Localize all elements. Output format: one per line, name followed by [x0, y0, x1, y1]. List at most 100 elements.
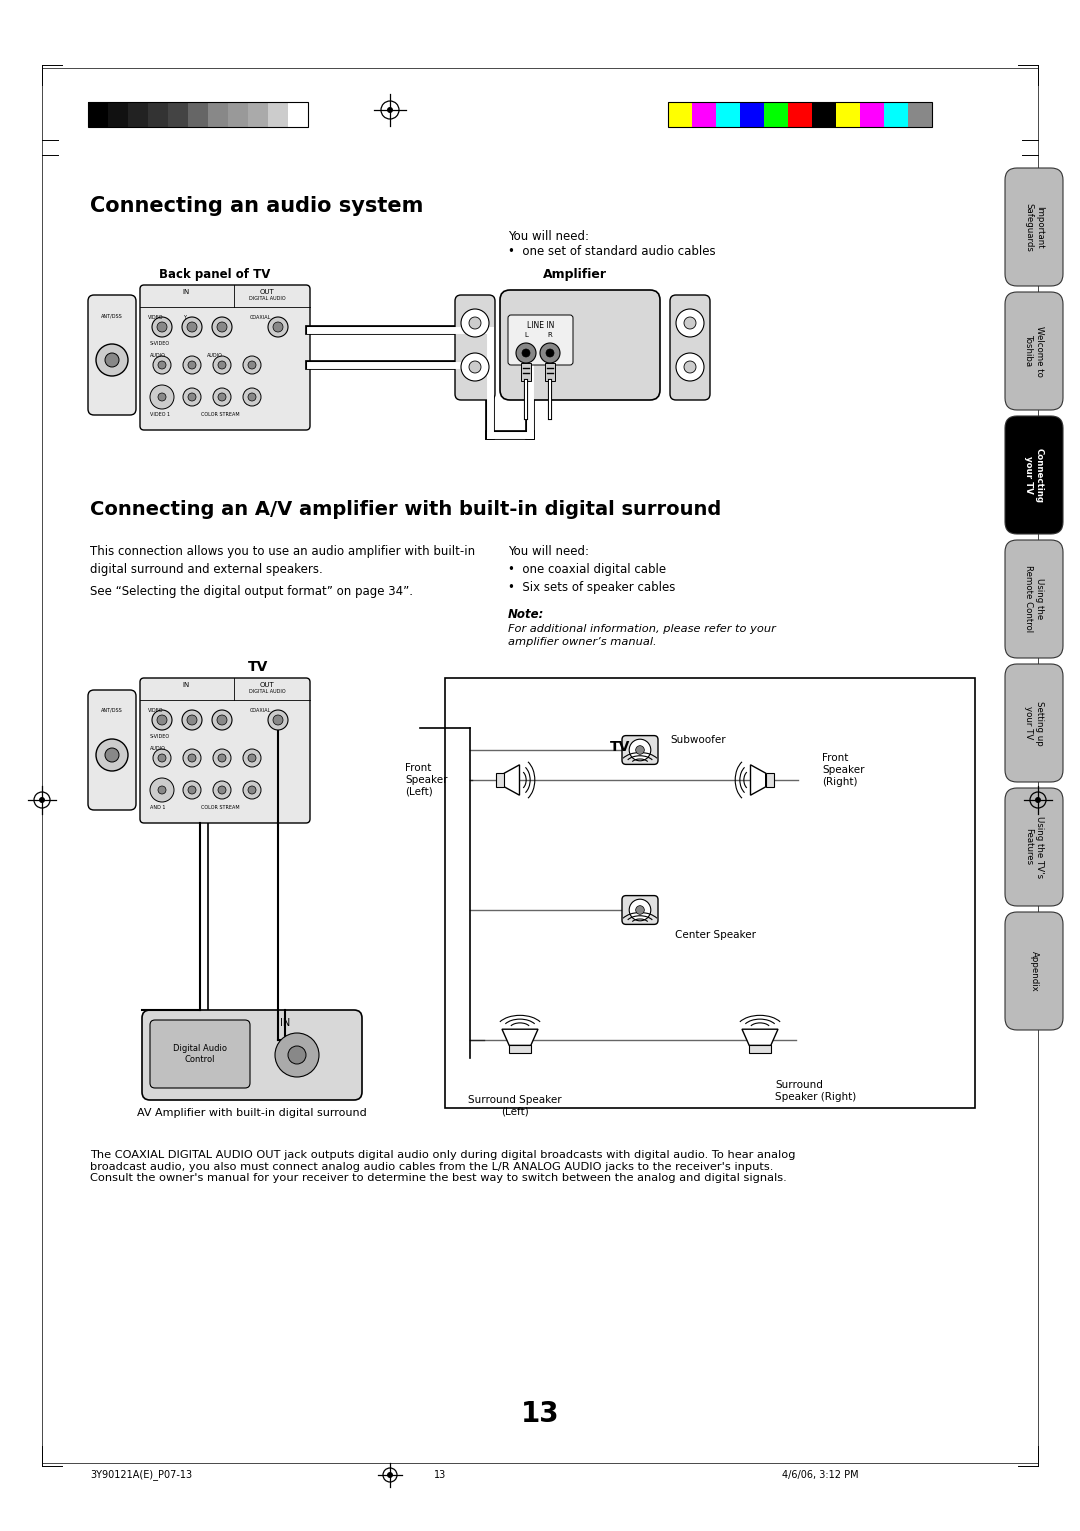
Circle shape	[469, 361, 481, 374]
Circle shape	[676, 309, 704, 337]
Text: ANT/DSS: ANT/DSS	[102, 312, 123, 318]
Circle shape	[183, 749, 201, 767]
Bar	[509, 1046, 530, 1053]
Text: Appendix: Appendix	[1029, 951, 1039, 992]
Text: IN: IN	[183, 289, 189, 295]
Circle shape	[248, 361, 256, 369]
FancyBboxPatch shape	[622, 896, 658, 925]
Bar	[168, 103, 188, 127]
Text: IN: IN	[280, 1018, 291, 1027]
Text: Surround
Speaker (Right): Surround Speaker (Right)	[775, 1079, 856, 1102]
Circle shape	[158, 753, 166, 762]
Circle shape	[153, 387, 171, 406]
Bar	[692, 103, 716, 127]
Text: R: R	[548, 332, 552, 338]
Text: TV: TV	[610, 739, 631, 753]
FancyBboxPatch shape	[455, 295, 495, 400]
Bar	[87, 103, 308, 127]
Text: Connecting an audio system: Connecting an audio system	[90, 196, 423, 216]
Bar	[445, 678, 975, 1108]
Text: VIDEO: VIDEO	[148, 707, 163, 713]
Circle shape	[522, 349, 530, 357]
Circle shape	[273, 322, 283, 332]
Circle shape	[275, 1033, 319, 1076]
Circle shape	[546, 349, 554, 357]
Circle shape	[684, 317, 696, 329]
Circle shape	[676, 354, 704, 381]
FancyBboxPatch shape	[1005, 540, 1063, 658]
Circle shape	[96, 344, 129, 377]
Circle shape	[158, 361, 166, 369]
Polygon shape	[502, 1029, 538, 1046]
Text: DIGITAL AUDIO: DIGITAL AUDIO	[249, 689, 286, 694]
Text: Back panel of TV: Back panel of TV	[160, 268, 271, 282]
Text: Welcome to
Toshiba: Welcome to Toshiba	[1024, 326, 1043, 377]
Bar	[521, 363, 531, 381]
FancyBboxPatch shape	[508, 315, 573, 364]
Circle shape	[187, 715, 197, 726]
Circle shape	[183, 710, 202, 730]
Text: This connection allows you to use an audio amplifier with built-in
digital surro: This connection allows you to use an aud…	[90, 545, 475, 576]
Circle shape	[248, 785, 256, 795]
Circle shape	[153, 357, 171, 374]
Bar	[288, 103, 308, 127]
Text: TV: TV	[248, 660, 268, 674]
FancyBboxPatch shape	[87, 295, 136, 415]
Circle shape	[153, 781, 171, 799]
Circle shape	[153, 749, 171, 767]
Circle shape	[213, 781, 231, 799]
Circle shape	[213, 357, 231, 374]
Text: S-VIDEO: S-VIDEO	[150, 733, 171, 739]
Circle shape	[217, 715, 227, 726]
Bar	[188, 103, 208, 127]
Text: Digital Audio
Control: Digital Audio Control	[173, 1044, 227, 1064]
Circle shape	[96, 739, 129, 772]
Circle shape	[288, 1046, 306, 1064]
Text: You will need:
•  one set of standard audio cables: You will need: • one set of standard aud…	[508, 230, 716, 259]
FancyBboxPatch shape	[670, 295, 710, 400]
Bar	[87, 103, 108, 127]
Bar	[228, 103, 248, 127]
Text: The COAXIAL DIGITAL AUDIO OUT jack outputs digital audio only during digital bro: The COAXIAL DIGITAL AUDIO OUT jack outpu…	[90, 1150, 796, 1183]
Text: Subwoofer: Subwoofer	[670, 735, 726, 746]
Circle shape	[243, 749, 261, 767]
Circle shape	[540, 343, 561, 363]
Text: OUT: OUT	[260, 289, 275, 295]
Text: 4/6/06, 3:12 PM: 4/6/06, 3:12 PM	[782, 1470, 859, 1480]
Bar	[812, 103, 836, 127]
Circle shape	[212, 317, 232, 337]
Text: Front
Speaker
(Right): Front Speaker (Right)	[822, 753, 864, 787]
FancyBboxPatch shape	[1005, 664, 1063, 782]
Text: Using the TV's
Features: Using the TV's Features	[1024, 816, 1043, 879]
FancyBboxPatch shape	[87, 690, 136, 810]
FancyBboxPatch shape	[1005, 416, 1063, 534]
Text: S-VIDEO: S-VIDEO	[150, 341, 171, 346]
FancyBboxPatch shape	[1005, 788, 1063, 906]
Bar	[545, 363, 555, 381]
Text: L: L	[524, 332, 528, 338]
Circle shape	[469, 317, 481, 329]
FancyBboxPatch shape	[140, 678, 310, 824]
Polygon shape	[504, 766, 519, 795]
Bar	[788, 103, 812, 127]
Text: Front
Speaker
(Left): Front Speaker (Left)	[405, 764, 448, 796]
Polygon shape	[751, 766, 766, 795]
FancyBboxPatch shape	[141, 1010, 362, 1099]
Text: OUT: OUT	[260, 681, 275, 687]
Text: AUDIO: AUDIO	[207, 354, 222, 358]
Circle shape	[217, 322, 227, 332]
Bar	[148, 103, 168, 127]
Circle shape	[152, 317, 172, 337]
Circle shape	[213, 387, 231, 406]
Text: COLOR STREAM: COLOR STREAM	[201, 412, 240, 416]
Bar	[766, 773, 774, 787]
Circle shape	[243, 357, 261, 374]
Bar	[860, 103, 885, 127]
Circle shape	[150, 384, 174, 409]
Text: VIDEO: VIDEO	[148, 315, 163, 320]
Text: 13: 13	[434, 1470, 446, 1480]
Circle shape	[387, 1471, 393, 1477]
Circle shape	[105, 749, 119, 762]
Bar	[669, 103, 692, 127]
Bar	[108, 103, 129, 127]
